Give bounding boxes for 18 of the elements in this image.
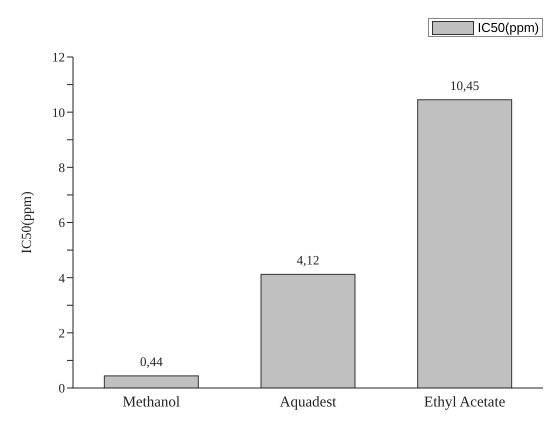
y-tick-label: 0 [58, 380, 65, 396]
bar [417, 99, 512, 388]
bar [104, 375, 199, 388]
y-tick-label: 6 [58, 215, 66, 230]
data-label: 0,44 [140, 354, 164, 369]
y-tick-label: 4 [58, 270, 66, 286]
x-tick-label: Aquadest [280, 394, 338, 411]
data-label: 10,45 [450, 78, 480, 93]
bar [260, 274, 356, 388]
legend-label: IC50(ppm) [478, 20, 539, 35]
y-tick-label: 8 [58, 160, 65, 175]
y-tick-label: 12 [52, 50, 65, 65]
y-tick-label: 2 [58, 325, 65, 340]
x-tick-label: Ethyl Acetate [424, 394, 506, 411]
y-axis-title: IC50(ppm) [20, 191, 35, 254]
x-tick-label: Methanol [122, 394, 180, 411]
y-tick-label: 10 [52, 104, 65, 120]
data-label: 4,12 [296, 252, 320, 268]
